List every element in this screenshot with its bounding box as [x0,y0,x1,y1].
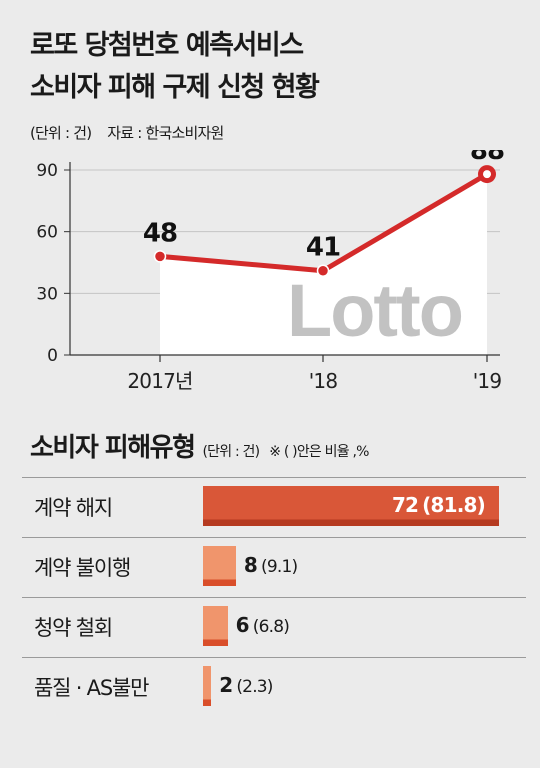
bar-value-label: 72 (81.8) [391,493,486,517]
y-tick-label: 60 [36,223,58,243]
line-chart: 0 30 60 90 Lotto 2017년 '18 '19 48 41 88 [36,150,505,393]
lotto-watermark: Lotto [287,269,462,352]
x-tick-label: 2017년 [127,369,192,393]
y-tick-label: 30 [36,284,58,304]
data-point-last-inner [483,170,491,179]
unit-label: (단위 : 건) [30,124,92,142]
bar-category-label: 청약 철회 [34,616,113,640]
type-unit-label: (단위 : 건) [202,444,261,460]
bar-value-label: 6 (6.8) [235,613,290,637]
bar-category-label: 품질 · AS불만 [34,676,149,700]
bar-row: 품질 · AS불만 2 (2.3) [22,657,526,718]
bar-value: 72 [391,493,419,517]
y-tick-label: 90 [36,161,58,181]
x-tick-label: '18 [309,369,338,393]
type-section-header: 소비자 피해유형 (단위 : 건) ※ ( )안은 비율 ,% [30,427,369,464]
data-label: 41 [306,233,340,263]
bar-percent: (6.8) [252,617,290,637]
bar-row: 청약 철회 6 (6.8) [22,597,526,658]
chart-title-line1: 로또 당첨번호 예측서비스 [30,30,304,61]
bar-percent: (9.1) [261,557,298,577]
bar-value-label: 8 (9.1) [243,553,298,577]
ratio-note: ※ ( )안은 비율 ,% [269,444,369,460]
bar-row: 계약 불이행 8 (9.1) [22,537,526,598]
bar-value-label: 2 (2.3) [219,673,273,697]
bar [203,486,499,526]
bar [203,546,236,586]
bar-percent: (81.8) [422,493,486,517]
bar [203,606,228,646]
type-section-title: 소비자 피해유형 [30,433,196,463]
bar-category-label: 계약 해지 [34,496,113,520]
x-tick-label: '19 [473,369,502,393]
bar-row: 계약 해지 72 (81.8) [22,477,526,538]
subtitle-line: (단위 : 건) 자료 : 한국소비자원 [30,122,235,143]
bar-category-label: 계약 불이행 [34,556,131,580]
bar-value: 8 [243,553,258,577]
y-tick-label: 0 [47,346,58,366]
bar-value: 2 [219,673,233,697]
data-point [153,250,167,263]
bar-percent: (2.3) [236,677,273,697]
data-label: 88 [470,150,504,166]
line-area [160,174,487,355]
data-label: 48 [143,218,177,248]
data-point [316,264,330,277]
chart-title-line2: 소비자 피해 구제 신청 현황 [30,72,320,103]
bar [203,666,212,706]
source-label: 자료 : 한국소비자원 [107,124,224,142]
bar-value: 6 [235,613,250,637]
